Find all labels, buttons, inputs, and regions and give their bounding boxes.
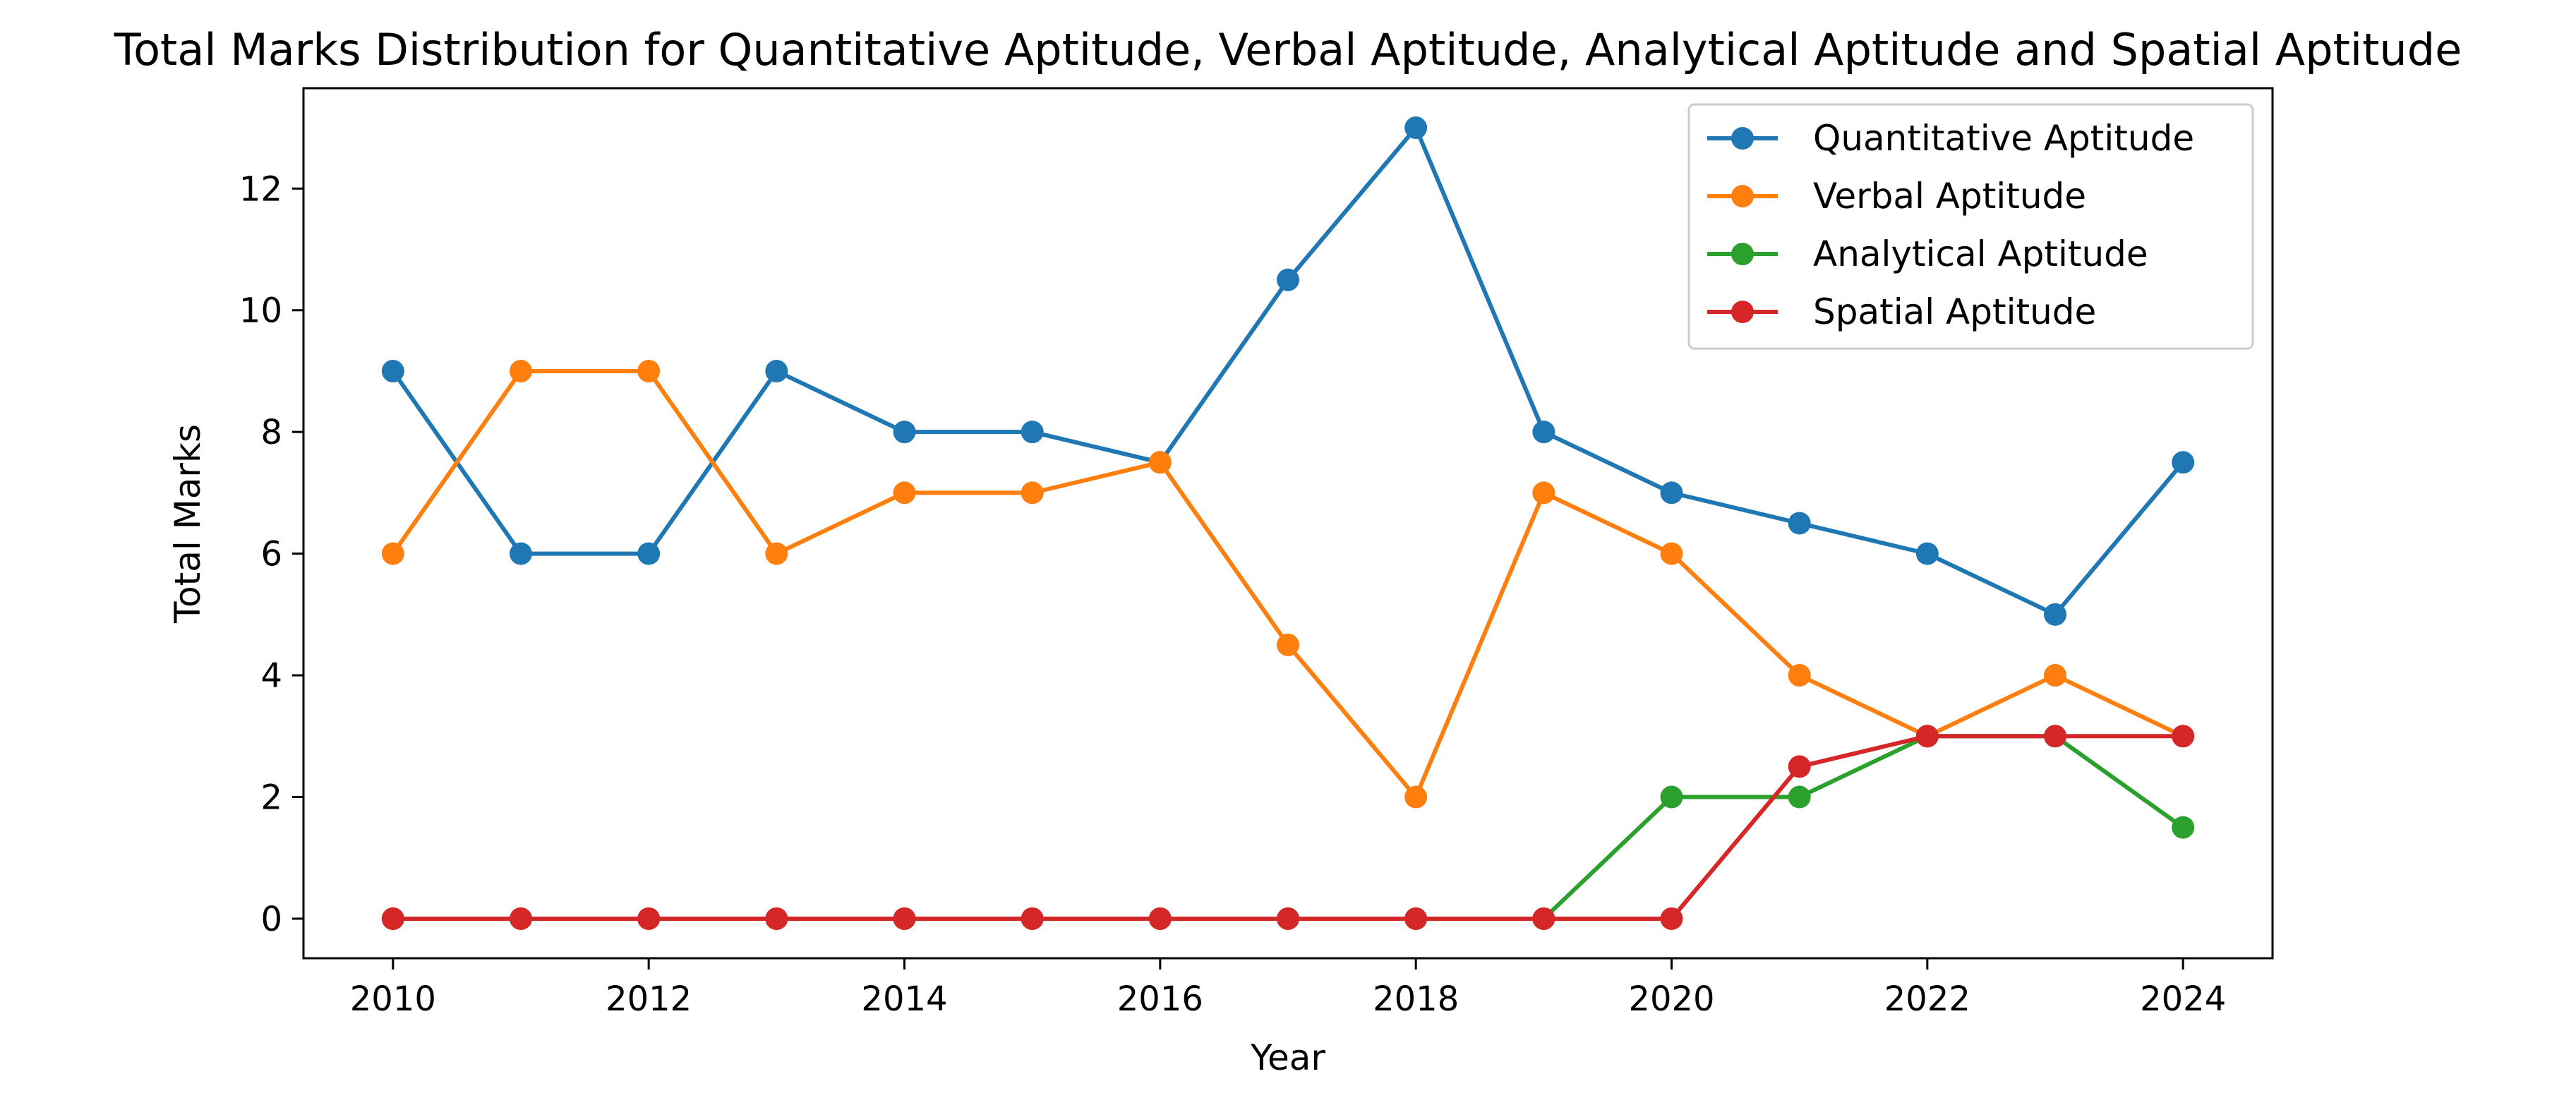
y-tick-label: 8 [260,413,282,452]
data-point-quantitative-aptitude [381,359,404,382]
y-tick-label: 4 [260,656,282,696]
data-point-verbal-aptitude [893,481,916,505]
data-point-quantitative-aptitude [765,359,788,382]
series-line-verbal-aptitude [390,368,2186,799]
data-point-spatial-aptitude [1915,725,1939,748]
y-tick-label: 2 [260,778,282,818]
data-point-quantitative-aptitude [893,421,916,444]
data-point-verbal-aptitude [1277,633,1299,656]
data-point-verbal-aptitude [765,542,788,565]
data-point-quantitative-aptitude [1788,512,1811,535]
legend-label-analytical-aptitude: Analytical Aptitude [1813,234,2148,274]
x-tick-label: 2012 [606,979,692,1019]
data-point-quantitative-aptitude [1404,116,1428,140]
chart-title: Total Marks Distribution for Quantitativ… [114,24,2462,76]
data-point-spatial-aptitude [1277,907,1299,930]
data-point-spatial-aptitude [2044,725,2067,748]
data-point-spatial-aptitude [2172,725,2195,748]
y-tick-label: 10 [239,291,282,331]
data-point-analytical-aptitude [1788,785,1811,809]
x-tick-label: 2022 [1884,979,1970,1019]
x-tick-label: 2018 [1373,979,1459,1019]
data-point-verbal-aptitude [1148,451,1172,474]
x-tick-label: 2010 [350,979,436,1019]
data-point-quantitative-aptitude [1660,481,1683,505]
plot-area: 2010 2012 2014 2016 2018 2020 2022 2024 0 2 4 6 8 10 1… [239,87,2274,1019]
series-quantitative-aptitude [381,116,2195,626]
data-point-verbal-aptitude [1021,481,1044,505]
legend-marker-verbal-aptitude [1731,185,1754,207]
data-point-spatial-aptitude [637,907,661,930]
data-point-spatial-aptitude [1788,755,1811,778]
data-point-spatial-aptitude [765,907,788,930]
series-line-analytical-aptitude [390,734,2186,921]
data-point-quantitative-aptitude [2044,603,2067,626]
data-point-verbal-aptitude [381,542,404,565]
data-point-quantitative-aptitude [1277,268,1299,291]
y-axis-label: Total Marks [167,424,208,624]
data-point-spatial-aptitude [381,907,404,930]
data-point-spatial-aptitude [1532,907,1555,930]
y-tick-label: 0 [260,900,282,939]
legend-label-verbal-aptitude: Verbal Aptitude [1813,176,2086,217]
x-axis-label: Year [1250,1037,1325,1078]
series-analytical-aptitude [381,725,2195,930]
data-point-quantitative-aptitude [1021,421,1044,444]
data-point-quantitative-aptitude [1915,542,1939,565]
legend-marker-analytical-aptitude [1731,243,1754,265]
legend-marker-spatial-aptitude [1731,301,1754,323]
data-point-quantitative-aptitude [637,542,661,565]
data-point-verbal-aptitude [637,359,661,382]
x-tick-label: 2016 [1117,979,1203,1019]
data-point-spatial-aptitude [1148,907,1172,930]
data-point-verbal-aptitude [1660,542,1683,565]
series-line-spatial-aptitude [390,734,2186,921]
legend-label-spatial-aptitude: Spatial Aptitude [1813,291,2096,332]
data-point-quantitative-aptitude [1532,421,1555,444]
data-point-spatial-aptitude [893,907,916,930]
x-tick-label: 2024 [2140,979,2226,1019]
data-point-spatial-aptitude [1660,907,1683,930]
y-tick-label: 6 [260,535,282,574]
data-point-verbal-aptitude [1532,481,1555,505]
legend: Quantitative Aptitude Verbal Aptitude Anal… [1687,103,2254,350]
data-point-analytical-aptitude [1660,785,1683,809]
data-point-verbal-aptitude [1404,785,1428,809]
data-point-spatial-aptitude [1021,907,1044,930]
data-point-analytical-aptitude [2172,816,2195,839]
data-point-verbal-aptitude [2044,664,2067,687]
data-point-spatial-aptitude [509,907,532,930]
x-tick-label: 2014 [861,979,947,1019]
data-point-spatial-aptitude [1404,907,1428,930]
legend-label-quantitative-aptitude: Quantitative Aptitude [1813,118,2194,159]
x-tick-label: 2020 [1628,979,1714,1019]
y-tick-label: 12 [239,169,282,209]
series-spatial-aptitude [381,725,2195,930]
data-point-verbal-aptitude [1788,664,1811,687]
data-point-quantitative-aptitude [2172,451,2195,474]
data-point-verbal-aptitude [509,359,532,382]
data-point-quantitative-aptitude [509,542,532,565]
legend-box [1687,103,2254,350]
plot-frame [302,87,2274,960]
legend-marker-quantitative-aptitude [1731,127,1754,150]
